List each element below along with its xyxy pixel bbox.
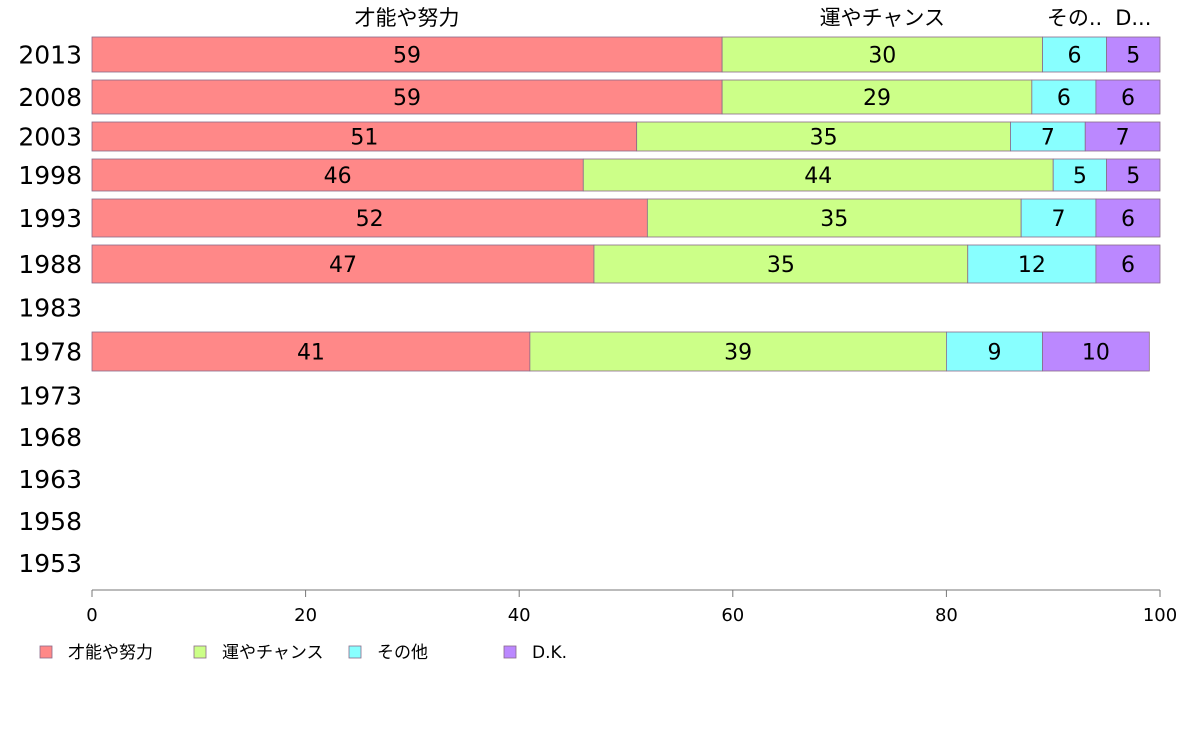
legend-label: その他 [377,643,428,663]
bar-value-label: 51 [350,126,378,151]
bar-value-label: 10 [1082,341,1110,366]
year-label: 2013 [18,41,82,70]
bar-value-label: 44 [804,164,832,189]
legend-label: 運やチャンス [222,643,324,663]
bar-value-label: 5 [1126,44,1140,69]
legend-label: D.K. [532,643,567,663]
bar-value-label: 59 [393,44,421,69]
x-tick-label: 60 [721,605,744,626]
bar-value-label: 35 [767,253,795,278]
year-label: 1963 [18,465,82,494]
bar-value-label: 6 [1121,86,1135,111]
bar-value-label: 35 [820,207,848,232]
year-label: 1993 [18,204,82,233]
bar-value-label: 47 [329,253,357,278]
top-series-label: 運やチャンス [820,6,945,30]
bar-value-label: 6 [1121,253,1135,278]
legend-swatch [194,646,206,658]
year-label: 1958 [18,507,82,536]
bar-value-label: 7 [1052,207,1066,232]
year-label: 2003 [18,123,82,152]
year-label: 1953 [18,549,82,578]
bar-value-label: 9 [987,341,1001,366]
legend-swatch [504,646,516,658]
x-tick-label: 0 [86,605,97,626]
top-series-label: 才能や努力 [355,6,460,30]
x-tick-label: 20 [294,605,317,626]
year-label: 1973 [18,382,82,411]
x-tick-label: 40 [508,605,531,626]
bar-value-label: 35 [810,126,838,151]
x-tick-label: 80 [935,605,958,626]
bar-value-label: 41 [297,341,325,366]
bar-value-label: 5 [1073,164,1087,189]
bar-value-label: 52 [356,207,384,232]
stacked-bar-chart: 才能や努力 運やチャンス その.. D...2013 59 30 6 52008 59 29 6 62… [0,0,1188,736]
year-label: 1998 [18,161,82,190]
bar-value-label: 6 [1068,44,1082,69]
bar-value-label: 59 [393,86,421,111]
bar-value-label: 46 [324,164,352,189]
legend-swatch [40,646,52,658]
bar-value-label: 7 [1116,126,1130,151]
year-label: 2008 [18,83,82,112]
year-label: 1978 [18,338,82,367]
top-series-label: D... [1115,6,1151,30]
top-series-label: その.. [1047,6,1102,30]
bar-value-label: 7 [1041,126,1055,151]
bar-value-label: 6 [1121,207,1135,232]
bar-value-label: 5 [1126,164,1140,189]
bar-value-label: 29 [863,86,891,111]
bar-value-label: 12 [1018,253,1046,278]
year-label: 1983 [18,294,82,323]
bar-value-label: 6 [1057,86,1071,111]
year-label: 1988 [18,250,82,279]
legend-swatch [349,646,361,658]
bar-value-label: 30 [868,44,896,69]
legend-label: 才能や努力 [68,643,153,663]
x-tick-label: 100 [1143,605,1177,626]
year-label: 1968 [18,423,82,452]
bar-value-label: 39 [724,341,752,366]
